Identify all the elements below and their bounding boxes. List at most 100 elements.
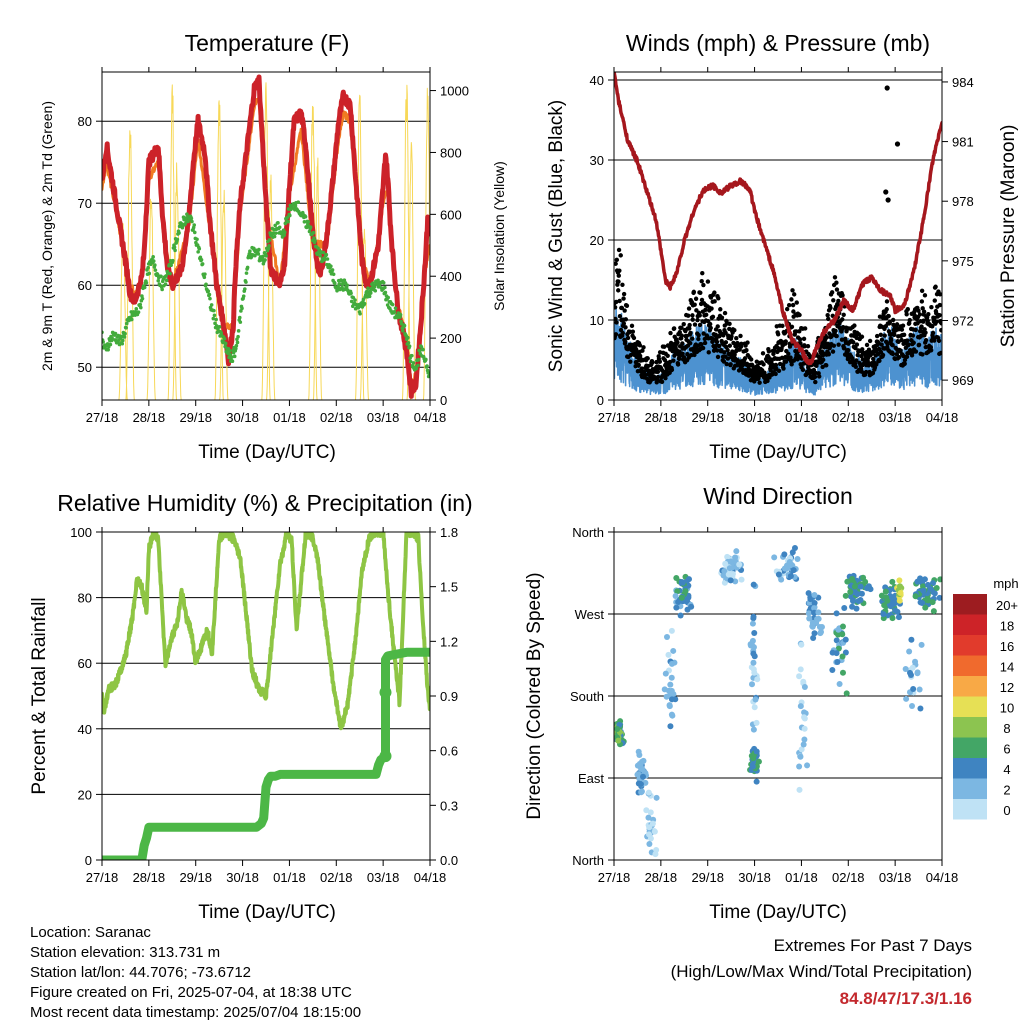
dewpoint-point	[308, 225, 313, 229]
direction-point	[851, 583, 858, 590]
direction-y-label: Direction (Colored By Speed)	[524, 572, 545, 819]
gust-point	[780, 323, 785, 329]
gust-point	[885, 197, 891, 203]
gust-point	[631, 335, 637, 341]
dewpoint-point	[175, 237, 180, 242]
dewpoint-point	[164, 278, 169, 283]
gust-point	[773, 371, 778, 377]
direction-point	[775, 571, 782, 578]
gust-point	[934, 319, 939, 324]
dewpoint-point	[372, 284, 377, 289]
gust-point	[798, 340, 803, 346]
direction-point	[889, 578, 896, 585]
dewpoint-point	[244, 271, 249, 275]
dewpoint-point	[234, 346, 238, 351]
dewpoint-point	[203, 272, 207, 276]
solar-insolation-line	[308, 105, 318, 400]
y-tick-label: 20	[590, 233, 604, 248]
gust-point	[898, 348, 903, 353]
dewpoint-point	[212, 308, 216, 313]
x-tick-label: 01/18	[785, 410, 818, 425]
gust-point	[867, 338, 873, 344]
gust-point	[923, 344, 928, 350]
gust-point	[913, 349, 919, 354]
gust-point	[706, 350, 711, 355]
gust-point	[930, 330, 936, 336]
info-location: Location: Saranac	[30, 924, 151, 941]
gust-point	[677, 349, 682, 354]
dewpoint-point	[236, 329, 241, 333]
gust-point	[802, 326, 808, 331]
direction-point	[661, 686, 668, 693]
x-tick-label: 01/18	[785, 870, 818, 885]
direction-point	[810, 635, 817, 642]
dewpoint-point	[155, 272, 160, 277]
gust-point	[657, 359, 663, 364]
gust-point	[650, 360, 655, 365]
gust-point	[665, 353, 670, 358]
legend-label: 10	[1000, 701, 1014, 716]
x-tick-label: 27/18	[598, 870, 631, 885]
direction-point	[721, 568, 728, 575]
dewpoint-point	[376, 278, 380, 283]
gust-point	[732, 352, 737, 357]
gust-point	[698, 290, 703, 295]
direction-point	[727, 577, 734, 584]
gust-point	[738, 333, 743, 339]
dewpoint-point	[171, 258, 175, 263]
y2-tick-label: 800	[440, 145, 462, 160]
temperature-panel: Temperature (F) 50 60 70 80 0 200 400 600 800 10…	[39, 30, 507, 463]
gust-point	[926, 311, 931, 317]
gust-point	[813, 379, 818, 385]
direction-point	[914, 578, 921, 585]
dewpoint-point	[202, 275, 207, 280]
gust-point	[727, 343, 733, 348]
gust-point	[686, 306, 692, 311]
dewpoint-point	[227, 355, 231, 360]
direction-point	[796, 763, 803, 770]
dewpoint-point	[392, 309, 397, 314]
dewpoint-point	[342, 278, 347, 282]
direction-point	[834, 658, 841, 665]
direction-x-ticks: 27/18 28/18 29/18 30/18 01/18 02/18 03/18 04/18	[598, 527, 958, 885]
direction-point	[615, 737, 622, 744]
direction-point	[787, 573, 794, 580]
direction-point	[843, 690, 850, 697]
direction-point	[666, 702, 673, 709]
gust-point	[826, 316, 831, 322]
dewpoint-point	[159, 274, 163, 279]
direction-point	[794, 555, 801, 562]
dewpoint-point	[208, 296, 212, 301]
direction-point	[801, 683, 808, 690]
gust-point	[748, 357, 754, 362]
solar-insolation-line	[406, 142, 416, 400]
gust-point	[834, 333, 839, 339]
direction-point	[752, 696, 759, 703]
direction-point	[835, 631, 842, 638]
direction-point	[667, 723, 674, 730]
direction-point	[839, 669, 846, 676]
dewpoint-point	[311, 230, 316, 235]
gust-point	[614, 305, 618, 310]
gust-point	[621, 296, 626, 301]
direction-point	[881, 602, 888, 609]
gust-point	[655, 369, 661, 374]
gust-point	[616, 247, 622, 253]
dewpoint-point	[122, 335, 127, 339]
winds-x-label: Time (Day/UTC)	[709, 442, 847, 463]
gust-point	[916, 308, 921, 313]
dewpoint-point	[329, 264, 333, 269]
direction-point	[643, 807, 650, 814]
temperature-y2-ticks: 0 200 400 600 800 1000	[430, 84, 469, 408]
gust-point	[919, 299, 925, 304]
direction-point	[842, 636, 849, 643]
gust-point	[641, 345, 646, 350]
gust-point	[820, 357, 826, 363]
gust-point	[701, 282, 706, 288]
gust-point	[830, 349, 836, 354]
dewpoint-point	[358, 311, 362, 316]
solar-insolation-line	[261, 82, 271, 400]
direction-point	[892, 607, 899, 614]
gust-point	[621, 291, 627, 297]
extremes-subtitle: (High/Low/Max Wind/Total Precipitation)	[671, 962, 972, 981]
